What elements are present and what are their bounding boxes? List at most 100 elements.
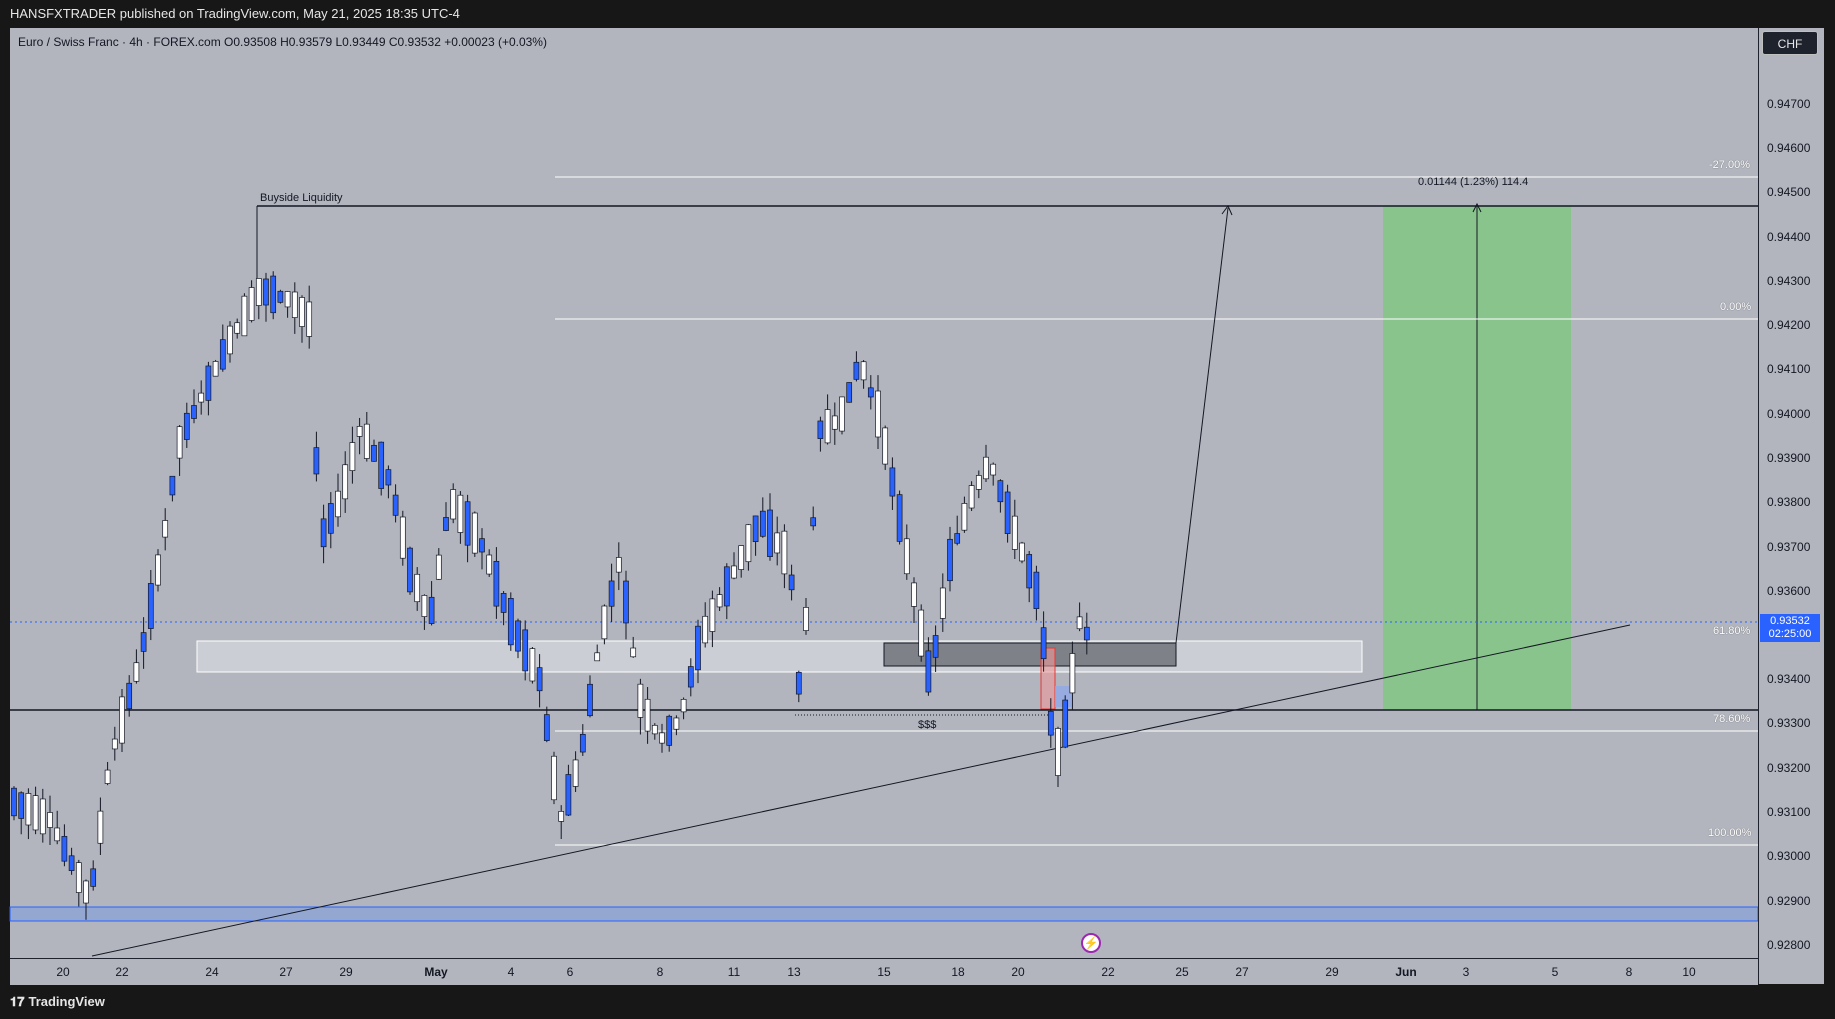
flash-icon[interactable]: ⚡	[1081, 933, 1101, 953]
time-label: 8	[1625, 965, 1633, 979]
price-label: 0.94200	[1767, 318, 1811, 332]
bull-candle	[997, 480, 1004, 503]
price-label: 0.94000	[1767, 407, 1811, 421]
bull-candle	[925, 650, 932, 693]
bull-candle	[1047, 710, 1054, 736]
bull-candle	[327, 503, 334, 534]
bear-candle	[615, 557, 622, 573]
price-label: 0.93100	[1767, 805, 1811, 819]
bull-candle	[788, 574, 795, 591]
bear-candle	[673, 717, 680, 730]
tradingview-logo-text: TradingView	[28, 994, 105, 1009]
bear-candle	[594, 652, 601, 662]
bear-candle	[716, 594, 723, 608]
time-label: 3	[1462, 965, 1470, 979]
bear-candle	[111, 738, 118, 750]
time-label: 13	[787, 965, 801, 979]
bear-candle	[990, 463, 997, 476]
bear-candle	[306, 301, 313, 337]
bear-candle	[551, 755, 557, 801]
sss-label: $$$	[918, 719, 937, 731]
currency-button[interactable]: CHF	[1762, 31, 1818, 55]
fib-label-0: 0.00%	[1720, 301, 1752, 313]
price-label: 0.94600	[1767, 141, 1811, 155]
bull-candle	[695, 625, 701, 671]
bull-candle	[587, 683, 593, 717]
bull-candle	[18, 792, 25, 819]
bear-candle	[939, 587, 946, 619]
bear-candle	[1069, 653, 1076, 694]
price-label: 0.93200	[1767, 761, 1811, 775]
bear-candle	[47, 812, 53, 828]
bear-candle	[198, 392, 205, 403]
bear-candle	[248, 287, 255, 321]
time-label: 29	[1325, 965, 1339, 979]
tradingview-logo-icon: 𝟏𝟕	[10, 994, 25, 1009]
bear-candle	[234, 322, 241, 334]
bear-candle	[241, 295, 248, 337]
bull-candle	[169, 475, 176, 496]
bull-candle	[543, 714, 550, 741]
bear-candle	[558, 811, 565, 822]
time-label: 6	[566, 965, 574, 979]
time-axis[interactable]	[10, 958, 1758, 985]
trend-line[interactable]	[91, 624, 1631, 957]
time-label: 25	[1175, 965, 1189, 979]
white-zone-box[interactable]	[196, 640, 1363, 673]
bull-candle	[277, 290, 284, 303]
bull-candle	[608, 580, 615, 607]
bear-candle	[212, 361, 219, 377]
bull-candle	[522, 629, 529, 672]
bear-candle	[399, 516, 406, 559]
bear-candle	[572, 759, 579, 787]
bear-candle	[983, 456, 989, 480]
projection-arrow[interactable]	[1175, 207, 1229, 644]
bear-candle	[83, 880, 89, 904]
current-price-value: 0.93532	[1770, 615, 1810, 627]
bull-candle	[371, 444, 377, 462]
bottom-bar: 𝟏𝟕 TradingView	[0, 984, 1835, 1019]
bear-candle	[738, 545, 745, 570]
time-label: 27	[1235, 965, 1249, 979]
price-label: 0.93900	[1767, 451, 1811, 465]
bear-candle	[435, 554, 442, 580]
bull-candle	[1083, 626, 1090, 641]
bear-candle	[882, 427, 889, 465]
bull-candle	[11, 787, 17, 817]
bull-candle	[61, 836, 68, 862]
bull-candle	[90, 868, 97, 887]
time-label: 15	[877, 965, 891, 979]
bull-candle	[407, 547, 413, 593]
bear-candle	[839, 396, 845, 432]
price-axis[interactable]	[1758, 28, 1825, 984]
bull-candle	[270, 275, 277, 314]
grey-order-block[interactable]	[883, 642, 1177, 667]
bear-candle	[745, 524, 752, 563]
bear-candle	[155, 554, 161, 586]
bear-candle	[601, 605, 608, 640]
symbol-legend[interactable]: Euro / Swiss Franc · 4h · FOREX.com O0.9…	[18, 35, 547, 49]
buyside-liquidity-label: Buyside Liquidity	[260, 192, 343, 204]
time-label: 5	[1551, 965, 1559, 979]
price-label: 0.93800	[1767, 495, 1811, 509]
bear-candle	[918, 609, 925, 657]
red-fvg-box[interactable]	[1040, 647, 1056, 710]
bear-candle	[637, 683, 644, 718]
bear-candle	[731, 565, 737, 579]
bear-candle	[803, 607, 809, 631]
bull-candle	[378, 441, 385, 489]
bull-candle	[795, 671, 802, 695]
bull-candle	[954, 533, 961, 544]
price-label: 0.93600	[1767, 584, 1811, 598]
price-label: 0.94100	[1767, 362, 1811, 376]
blue-demand-zone[interactable]	[9, 906, 1759, 922]
bear-candle	[774, 532, 781, 554]
price-label: 0.93700	[1767, 540, 1811, 554]
time-label: Jun	[1395, 965, 1417, 979]
bull-candle	[320, 518, 327, 548]
bull-candle	[817, 420, 824, 439]
bear-candle	[25, 793, 32, 826]
tradingview-logo[interactable]: 𝟏𝟕 TradingView	[10, 994, 105, 1010]
bull-candle	[846, 382, 853, 403]
